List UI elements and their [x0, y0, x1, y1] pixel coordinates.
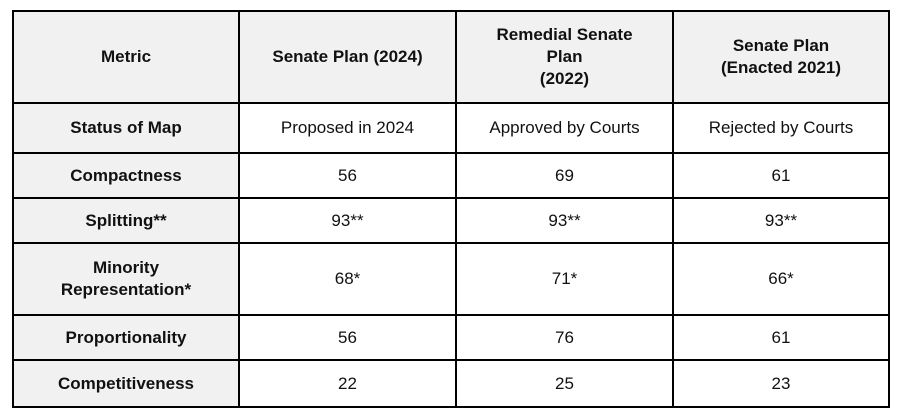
metric-value: 68* [238, 242, 457, 316]
metric-label: Competitiveness [12, 359, 240, 408]
metrics-table: Metric Senate Plan (2024) Remedial Senat… [12, 10, 890, 408]
column-header-senate-plan-enacted-2021: Senate Plan (Enacted 2021) [672, 10, 890, 104]
table-row-minority-representation: Minority Representation* 68* 71* 66* [12, 242, 890, 316]
metric-value: 93** [455, 197, 674, 244]
metric-label: Compactness [12, 152, 240, 199]
metric-label: Proportionality [12, 314, 240, 361]
metric-value: Rejected by Courts [672, 102, 890, 154]
metric-value: 22 [238, 359, 457, 408]
metric-value: 71* [455, 242, 674, 316]
column-header-senate-plan-2024: Senate Plan (2024) [238, 10, 457, 104]
table-row-status-of-map: Status of Map Proposed in 2024 Approved … [12, 102, 890, 154]
table-header-row: Metric Senate Plan (2024) Remedial Senat… [12, 10, 890, 104]
table-row-competitiveness: Competitiveness 22 25 23 [12, 359, 890, 408]
metric-value: 61 [672, 152, 890, 199]
table-row-compactness: Compactness 56 69 61 [12, 152, 890, 199]
metric-value: 66* [672, 242, 890, 316]
metric-value: Proposed in 2024 [238, 102, 457, 154]
column-header-remedial-senate-plan-2022: Remedial Senate Plan (2022) [455, 10, 674, 104]
column-header-metric: Metric [12, 10, 240, 104]
metric-value: 76 [455, 314, 674, 361]
metrics-table-container: Metric Senate Plan (2024) Remedial Senat… [12, 10, 890, 408]
metric-value: 25 [455, 359, 674, 408]
metric-label: Minority Representation* [12, 242, 240, 316]
metric-value: 56 [238, 152, 457, 199]
metric-label: Splitting** [12, 197, 240, 244]
metric-label: Status of Map [12, 102, 240, 154]
metric-value: 69 [455, 152, 674, 199]
metric-value: 56 [238, 314, 457, 361]
metric-value: 23 [672, 359, 890, 408]
metric-value: 93** [672, 197, 890, 244]
metric-value: Approved by Courts [455, 102, 674, 154]
table-row-splitting: Splitting** 93** 93** 93** [12, 197, 890, 244]
metric-value: 61 [672, 314, 890, 361]
metric-value: 93** [238, 197, 457, 244]
table-row-proportionality: Proportionality 56 76 61 [12, 314, 890, 361]
